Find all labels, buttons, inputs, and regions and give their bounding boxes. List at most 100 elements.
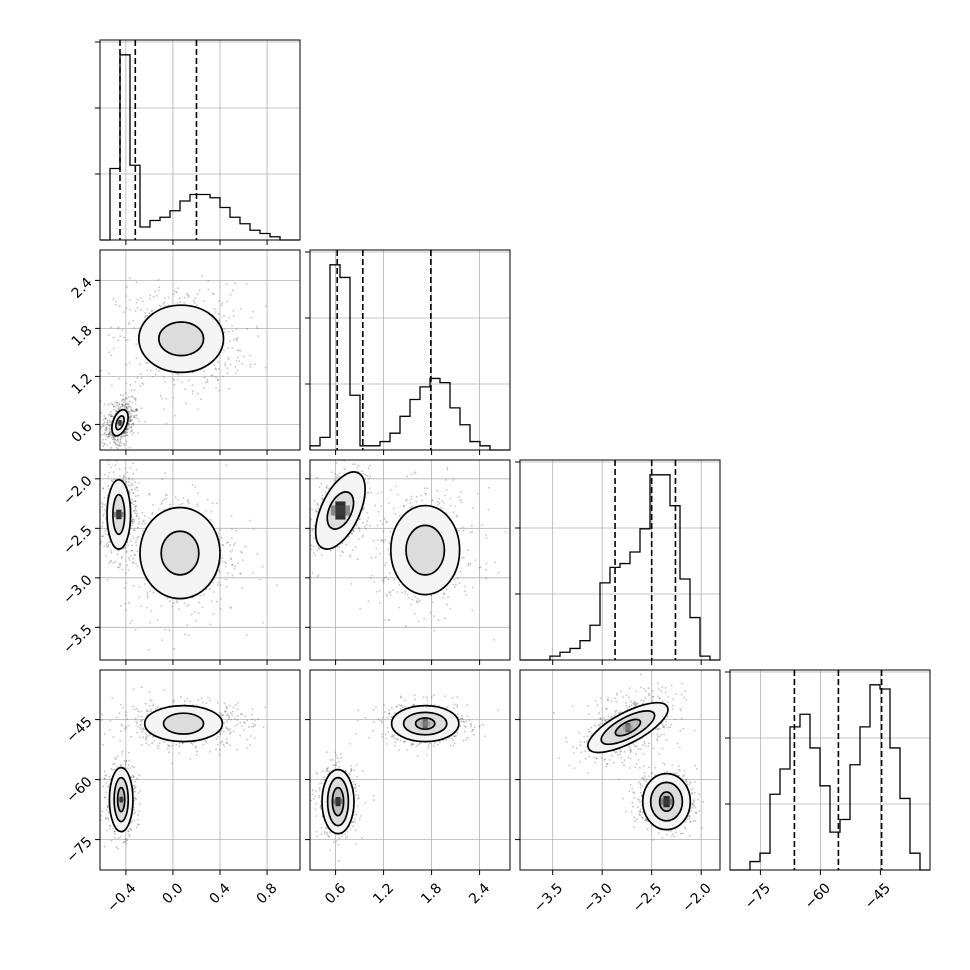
- scatter-point: [145, 710, 148, 713]
- scatter-point: [107, 435, 110, 438]
- scatter-point: [224, 561, 227, 564]
- scatter-point: [453, 585, 456, 588]
- scatter-point: [369, 576, 372, 579]
- scatter-point: [146, 369, 149, 371]
- scatter-point: [202, 743, 205, 746]
- scatter-point: [471, 609, 474, 612]
- scatter-point: [361, 770, 364, 773]
- scatter-point: [369, 487, 371, 490]
- scatter-point: [132, 320, 135, 322]
- scatter-point: [147, 710, 150, 713]
- scatter-point: [110, 354, 113, 356]
- scatter-point: [217, 361, 219, 363]
- scatter-point: [226, 741, 229, 744]
- scatter-point: [210, 600, 213, 603]
- scatter-point: [426, 487, 429, 490]
- histogram-panel-2: [515, 459, 721, 665]
- scatter-point: [215, 387, 218, 389]
- scatter-point: [133, 520, 136, 523]
- scatter-point: [113, 441, 116, 443]
- scatter-point: [159, 394, 162, 397]
- scatter-point: [344, 833, 347, 836]
- scatter-point: [177, 287, 180, 290]
- density-peak: [330, 505, 350, 516]
- scatter-point: [178, 752, 181, 754]
- scatter-point: [138, 810, 140, 813]
- scatter-point: [125, 431, 128, 434]
- scatter-point: [231, 528, 233, 531]
- scatter-point: [95, 548, 97, 550]
- scatter-point: [127, 424, 130, 427]
- scatter-point: [102, 514, 104, 517]
- scatter-point: [117, 405, 120, 408]
- scatter-point: [447, 596, 449, 598]
- scatter-point: [163, 740, 165, 743]
- scatter-point: [137, 823, 140, 826]
- scatter-point: [105, 417, 107, 420]
- scatter-point: [229, 550, 232, 553]
- scatter-point: [385, 561, 388, 564]
- scatter-point: [455, 514, 458, 517]
- scatter-point: [129, 298, 131, 301]
- scatter-point: [132, 784, 135, 787]
- scatter-point: [236, 748, 239, 751]
- scatter-point: [234, 282, 237, 285]
- scatter-point: [326, 767, 329, 770]
- scatter-point: [327, 835, 330, 838]
- scatter-point: [109, 424, 112, 426]
- scatter-point: [131, 549, 134, 552]
- scatter-point: [113, 768, 116, 771]
- density-content: [100, 274, 267, 450]
- scatter-point: [132, 492, 135, 495]
- scatter-point: [201, 701, 204, 704]
- scatter-point: [216, 379, 219, 382]
- scatter-point: [115, 410, 118, 413]
- scatter-point: [219, 584, 222, 586]
- scatter-point: [112, 405, 115, 408]
- scatter-point: [452, 479, 455, 481]
- scatter-point: [194, 297, 197, 300]
- scatter-point: [131, 820, 134, 823]
- scatter-point: [134, 628, 137, 631]
- scatter-point: [126, 434, 129, 437]
- scatter-point: [354, 820, 356, 822]
- scatter-point: [203, 370, 205, 373]
- scatter-point: [150, 700, 153, 702]
- scatter-point: [237, 714, 239, 717]
- scatter-point: [107, 475, 109, 478]
- scatter-point: [149, 590, 151, 593]
- scatter-point: [225, 562, 228, 564]
- scatter-point: [115, 758, 117, 760]
- scatter-point: [141, 512, 144, 514]
- scatter-point: [112, 415, 114, 418]
- scatter-point: [259, 578, 262, 581]
- scatter-point: [443, 494, 446, 497]
- scatter-point: [140, 728, 143, 731]
- scatter-point: [460, 491, 463, 494]
- scatter-point: [459, 570, 462, 573]
- scatter-point: [355, 829, 357, 831]
- scatter-point: [108, 414, 110, 417]
- scatter-point: [239, 349, 242, 352]
- scatter-point: [100, 719, 103, 721]
- scatter-point: [224, 710, 227, 712]
- scatter-point: [226, 300, 228, 303]
- scatter-point: [160, 503, 163, 505]
- scatter-point: [114, 464, 117, 467]
- scatter-point: [354, 463, 356, 466]
- scatter-point: [127, 422, 130, 425]
- scatter-point: [196, 492, 199, 495]
- scatter-point: [424, 487, 426, 489]
- scatter-point: [148, 649, 150, 651]
- scatter-point: [213, 363, 216, 366]
- scatter-point: [228, 387, 231, 390]
- scatter-point: [192, 299, 195, 302]
- scatter-point: [102, 743, 104, 746]
- scatter-point: [141, 730, 144, 733]
- scatter-point: [165, 422, 168, 425]
- scatter-point: [145, 361, 148, 364]
- scatter-point: [107, 817, 110, 820]
- scatter-point: [130, 389, 133, 392]
- scatter-point: [133, 410, 136, 413]
- scatter-point: [323, 832, 326, 835]
